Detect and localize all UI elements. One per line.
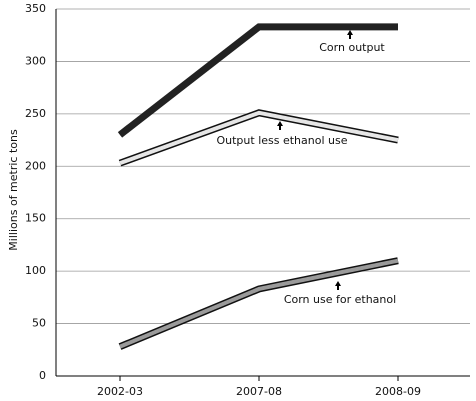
y-tick-label: 50 <box>32 317 46 330</box>
line <box>119 258 399 349</box>
line <box>118 24 398 137</box>
y-tick-label: 250 <box>25 107 46 120</box>
y-axis-label: Millions of metric tons <box>7 129 20 251</box>
annotation-arrow <box>335 281 341 290</box>
y-tick-label: 300 <box>25 54 46 67</box>
x-tick-label: 2008-09 <box>375 385 421 398</box>
y-tick-label: 150 <box>25 212 46 225</box>
annotation-arrow <box>347 30 353 39</box>
annotation: Output less ethanol use <box>216 134 347 147</box>
y-tick-label: 350 <box>25 2 46 15</box>
y-tick-label: 200 <box>25 159 46 172</box>
x-tick-label: 2002-03 <box>97 385 143 398</box>
y-tick-label: 0 <box>39 369 46 382</box>
x-tick-label: 2007-08 <box>236 385 282 398</box>
annotation-arrow <box>277 121 283 130</box>
y-tick-label: 100 <box>25 264 46 277</box>
annotation: Corn output <box>319 41 385 54</box>
line <box>119 110 399 166</box>
annotation: Corn use for ethanol <box>284 293 396 306</box>
